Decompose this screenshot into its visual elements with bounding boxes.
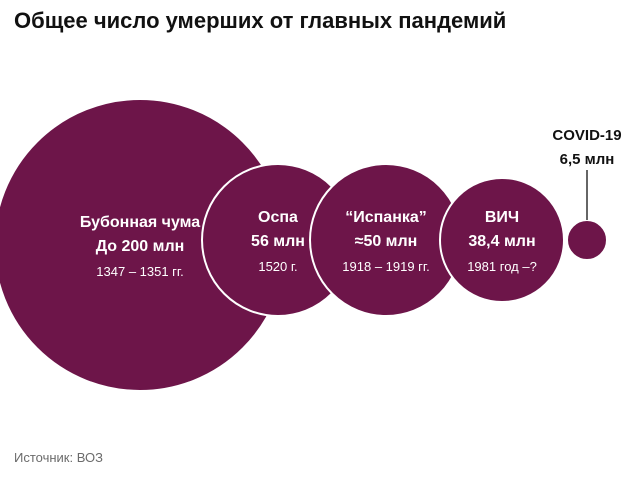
source-note: Источник: ВОЗ bbox=[14, 450, 103, 465]
bubble-value-label-2: ≈50 млн bbox=[355, 233, 418, 250]
bubble-period-label-1: 1520 г. bbox=[258, 259, 297, 274]
chart-title: Общее число умерших от главных пандемий bbox=[14, 8, 507, 33]
bubble-name-label-3: ВИЧ bbox=[485, 209, 519, 226]
bubble-4 bbox=[566, 219, 608, 261]
bubble-name-label-4: COVID-19 bbox=[552, 127, 621, 144]
bubble-name-label-2: “Испанка” bbox=[345, 209, 427, 226]
bubbles-group: Бубонная чума До 200 млн 1347 – 1351 гг. Ос… bbox=[0, 98, 622, 392]
bubble-name-label-0: Бубонная чума bbox=[80, 214, 200, 231]
bubble-period-label-3: 1981 год –? bbox=[467, 259, 537, 274]
bubble-period-label-0: 1347 – 1351 гг. bbox=[96, 264, 183, 279]
bubble-value-label-4: 6,5 млн bbox=[560, 151, 615, 168]
bubble-name-label-1: Оспа bbox=[258, 209, 298, 226]
bubble-value-label-3: 38,4 млн bbox=[468, 233, 535, 250]
bubble-3 bbox=[439, 177, 565, 303]
bubble-period-label-2: 1918 – 1919 гг. bbox=[342, 259, 429, 274]
bubble-value-label-1: 56 млн bbox=[251, 233, 305, 250]
bubble-value-label-0: До 200 млн bbox=[96, 238, 185, 255]
